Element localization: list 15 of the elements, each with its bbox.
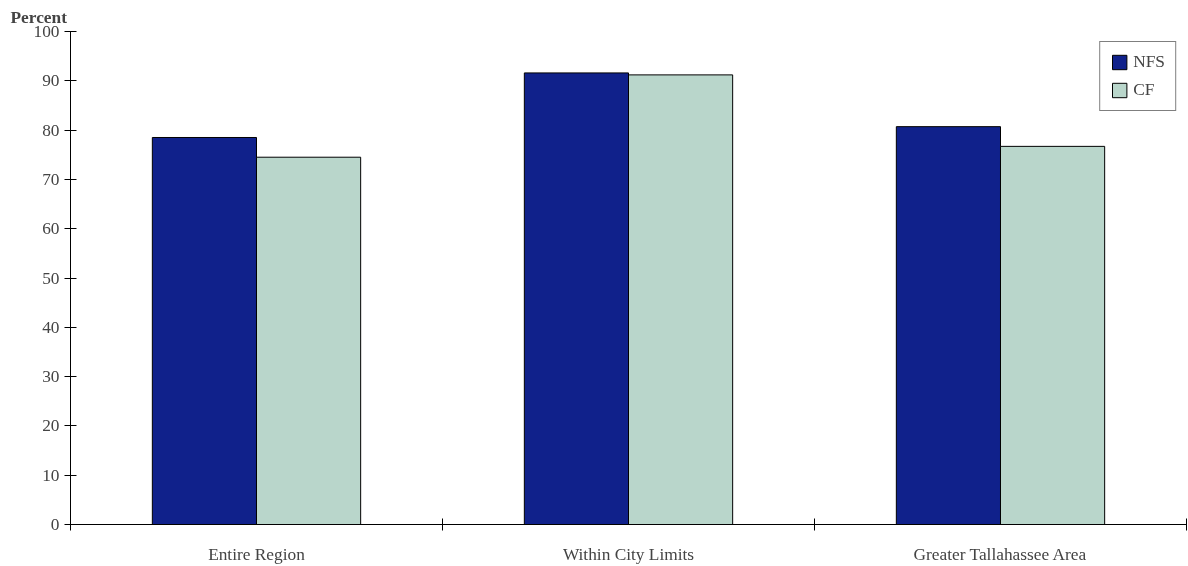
legend-label: NFS	[1133, 52, 1165, 72]
y-tick-label: 70	[42, 169, 60, 189]
x-tick-label: Entire Region	[208, 544, 306, 564]
y-tick-label: 0	[50, 515, 60, 534]
y-tick-label: 90	[42, 71, 60, 91]
legend-label: CF	[1133, 80, 1155, 100]
y-tick-label: 80	[42, 120, 60, 140]
y-tick-label: 10	[42, 465, 60, 485]
y-tick-label: 30	[42, 367, 60, 387]
y-tick-label: 40	[42, 317, 60, 337]
x-tick-label: Greater Tallahassee Area	[913, 544, 1087, 564]
x-tick-label: Within City Limits	[562, 544, 695, 564]
y-tick-label: 20	[42, 416, 60, 436]
y-tick-label: 60	[42, 219, 60, 239]
y-tick-label: 50	[42, 268, 60, 288]
